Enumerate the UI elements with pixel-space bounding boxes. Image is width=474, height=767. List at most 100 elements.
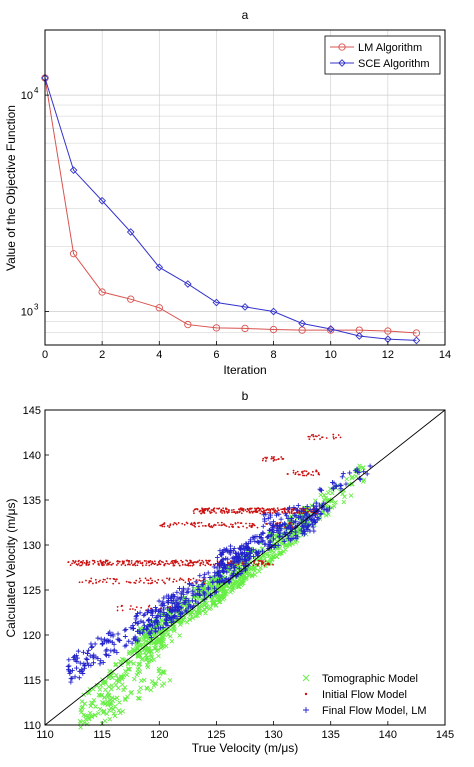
scatter-point-final_flow xyxy=(86,662,92,668)
scatter-point-initial_flow xyxy=(201,508,204,511)
scatter-point-initial_flow xyxy=(177,522,180,524)
scatter-point-tomographic xyxy=(165,632,171,638)
scatter-point-final_flow xyxy=(201,575,207,581)
scatter-point-initial_flow xyxy=(97,562,100,565)
scatter-point-final_flow xyxy=(81,649,86,655)
scatter-point-initial_flow xyxy=(178,579,181,581)
scatter-point-final_flow xyxy=(92,641,98,647)
scatter-point-initial_flow xyxy=(102,578,105,581)
scatter-point-initial_flow xyxy=(332,433,335,436)
scatter-point-initial_flow xyxy=(204,564,207,567)
scatter-point-final_flow xyxy=(268,512,273,518)
scatter-point-initial_flow xyxy=(157,578,160,581)
legend-label: SCE Algorithm xyxy=(358,58,430,70)
scatter-point-initial_flow xyxy=(192,563,195,566)
scatter-point-initial_flow xyxy=(292,509,295,512)
scatter-point-initial_flow xyxy=(264,563,267,565)
scatter-point-final_flow xyxy=(98,658,104,664)
data-point-lm xyxy=(184,320,192,329)
scatter-point-final_flow xyxy=(211,564,217,570)
scatter-point-final_flow xyxy=(180,591,186,597)
scatter-point-initial_flow xyxy=(252,524,254,526)
scatter-point-tomographic xyxy=(122,696,128,701)
scatter-point-final_flow xyxy=(160,625,166,630)
scatter-point-initial_flow xyxy=(99,559,102,562)
scatter-point-final_flow xyxy=(269,532,275,538)
scatter-point-initial_flow xyxy=(170,562,172,565)
scatter-point-final_flow xyxy=(241,545,247,551)
scatter-point-initial_flow xyxy=(149,607,152,610)
scatter-point-tomographic xyxy=(148,687,154,693)
series-line-lm xyxy=(44,77,417,334)
scatter-point-initial_flow xyxy=(264,460,267,462)
scatter-point-initial_flow xyxy=(263,564,266,567)
scatter-point-tomographic xyxy=(97,706,103,712)
scatter-point-initial_flow xyxy=(166,577,168,580)
data-point-sce xyxy=(269,307,278,316)
scatter-point-initial_flow xyxy=(205,507,208,510)
scatter-point-initial_flow xyxy=(206,509,209,512)
scatter-point-initial_flow xyxy=(259,508,262,510)
scatter-point-initial_flow xyxy=(208,522,211,525)
scatter-point-initial_flow xyxy=(204,524,207,527)
scatter-point-final_flow xyxy=(302,528,308,534)
scatter-point-initial_flow xyxy=(260,510,263,513)
data-point-sce xyxy=(412,336,421,345)
scatter-point-initial_flow xyxy=(130,559,133,562)
scatter-point-initial_flow xyxy=(149,577,152,580)
scatter-point-initial_flow xyxy=(179,577,182,580)
scatter-point-tomographic xyxy=(110,706,116,712)
scatter-point-tomographic xyxy=(207,606,212,612)
chart-b: b 110 115 120 125 130 135 140 145 1101151201251… xyxy=(4,389,454,755)
scatter-point-tomographic xyxy=(144,662,150,668)
scatter-point-tomographic xyxy=(99,692,104,698)
scatter-point-final_flow xyxy=(212,585,217,591)
scatter-point-initial_flow xyxy=(153,560,156,563)
scatter-point-initial_flow xyxy=(244,509,247,511)
scatter-point-final_flow xyxy=(149,628,155,634)
scatter-point-initial_flow xyxy=(245,526,248,529)
scatter-point-tomographic xyxy=(177,633,182,638)
scatter-point-final_flow xyxy=(149,618,154,624)
x-tick-label: 125 xyxy=(207,729,225,741)
scatter-point-tomographic xyxy=(135,646,141,651)
scatter-point-final_flow xyxy=(260,548,265,554)
scatter-point-final_flow xyxy=(220,579,226,585)
scatter-point-final_flow xyxy=(247,537,253,543)
chart-b-x-label: True Velocity (m/μs) xyxy=(192,741,299,755)
scatter-point-initial_flow xyxy=(267,563,270,566)
scatter-point-initial_flow xyxy=(83,561,86,564)
scatter-point-initial_flow xyxy=(130,605,132,607)
scatter-point-tomographic xyxy=(151,683,157,688)
scatter-point-final_flow xyxy=(271,530,277,535)
scatter-point-final_flow xyxy=(281,538,287,544)
scatter-point-initial_flow xyxy=(143,581,145,584)
scatter-point-initial_flow xyxy=(220,508,223,511)
scatter-point-final_flow xyxy=(137,610,143,616)
scatter-point-final_flow xyxy=(242,546,248,552)
scatter-point-tomographic xyxy=(116,677,122,683)
scatter-point-final_flow xyxy=(236,559,242,565)
scatter-point-initial_flow xyxy=(124,564,127,567)
scatter-point-initial_flow xyxy=(280,456,283,458)
scatter-point-initial_flow xyxy=(275,458,277,461)
scatter-point-initial_flow xyxy=(80,564,83,567)
scatter-point-initial_flow xyxy=(298,473,301,476)
scatter-point-initial_flow xyxy=(187,562,190,565)
scatter-point-initial_flow xyxy=(261,459,264,462)
scatter-point-initial_flow xyxy=(193,512,195,515)
scatter-point-initial_flow xyxy=(162,561,164,564)
scatter-point-final_flow xyxy=(263,511,269,517)
scatter-point-final_flow xyxy=(199,582,205,588)
y-tick-exponent: 4 xyxy=(34,86,39,95)
scatter-point-final_flow xyxy=(130,626,136,632)
scatter-point-final_flow xyxy=(252,538,258,544)
scatter-point-initial_flow xyxy=(169,523,172,526)
scatter-point-initial_flow xyxy=(292,471,295,474)
scatter-point-final_flow xyxy=(169,600,175,606)
scatter-point-initial_flow xyxy=(100,563,103,566)
chart-a-x-label: Iteration xyxy=(223,363,266,377)
scatter-point-tomographic xyxy=(252,568,258,574)
scatter-point-final_flow xyxy=(206,586,211,592)
